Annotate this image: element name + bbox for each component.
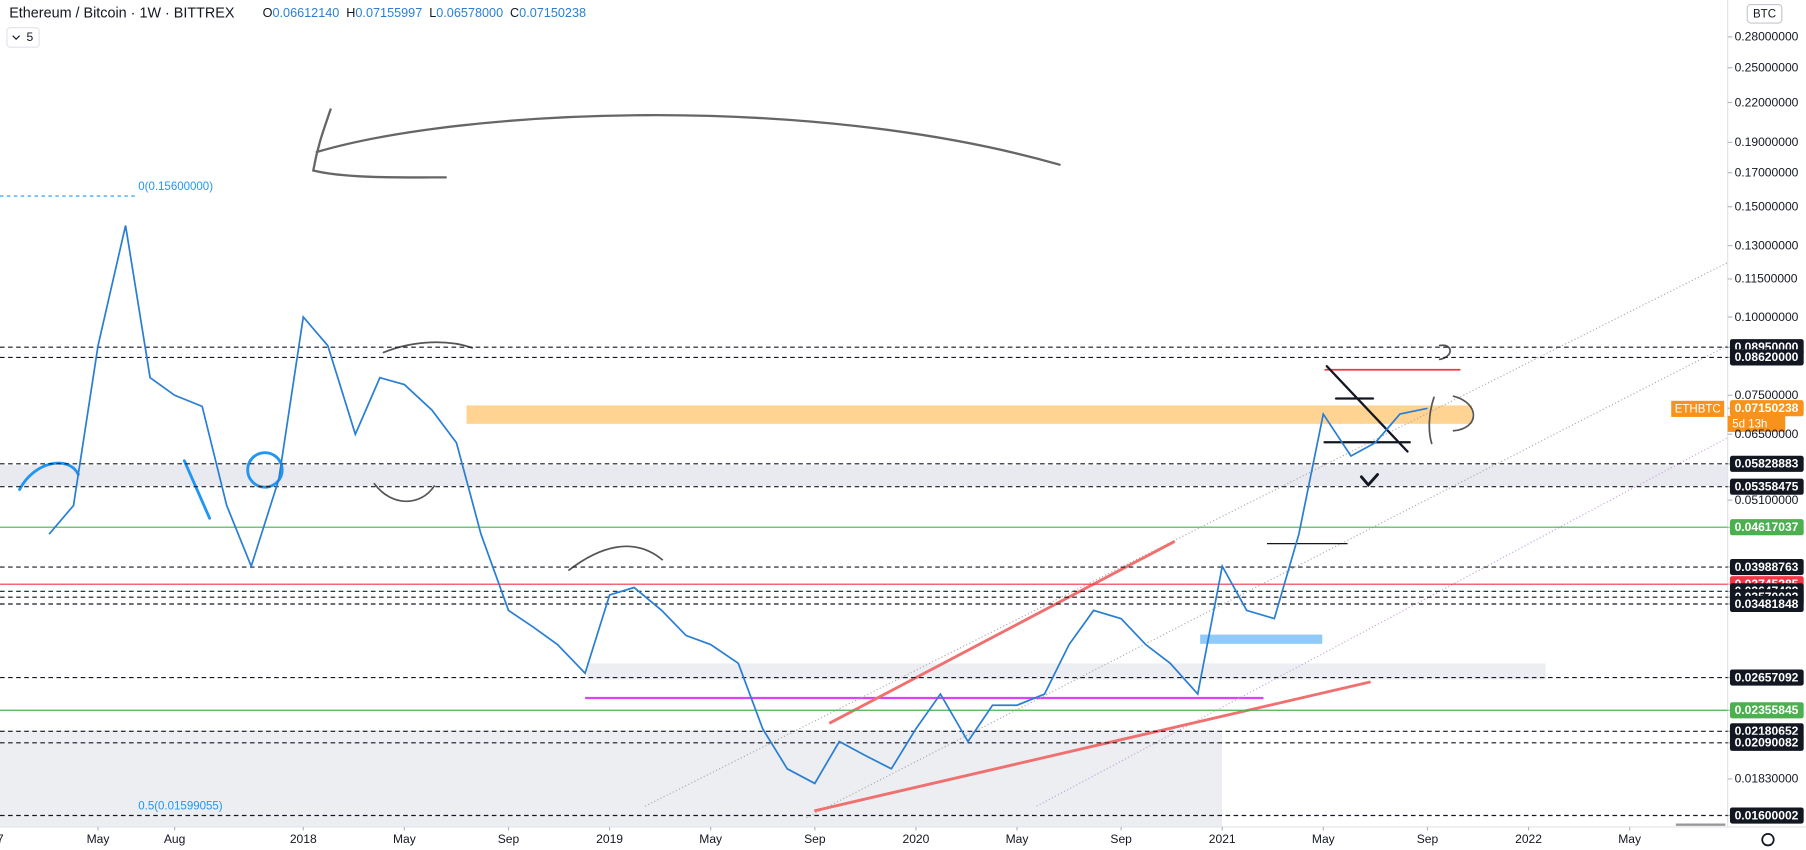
ohlc-key: H (346, 6, 355, 20)
y-tick-label: 0.02180652 (1735, 724, 1799, 738)
y-tick-label: 0.05358475 (1735, 479, 1799, 493)
y-label-box (1729, 349, 1804, 366)
x-tick-label: May (87, 832, 111, 846)
ohlc-value: 0.07155997 (355, 6, 422, 20)
y-tick-label: 0.05828883 (1735, 457, 1799, 471)
hand-arrow (311, 108, 1061, 179)
indicator-toggle[interactable] (6, 27, 40, 48)
orange-zone (466, 405, 1472, 424)
y-label-box (1729, 478, 1804, 495)
x-tick-label: May (1006, 832, 1030, 846)
y-label-box (1729, 807, 1804, 824)
currency-label: BTC (1753, 8, 1776, 20)
chevron (12, 35, 21, 40)
x-tick-label: May (1312, 832, 1336, 846)
ohlc-value: 0.06578000 (436, 6, 503, 20)
y-tick-label: 0.01830000 (1735, 772, 1799, 786)
check-mark (1359, 473, 1379, 488)
y-label-box (1729, 595, 1804, 613)
fib-label: 0(0.15600000) (138, 181, 213, 193)
y-tick-label: 0.28000000 (1735, 30, 1799, 44)
y-tick-label: 0.22000000 (1735, 95, 1799, 109)
y-label-box (1729, 519, 1804, 536)
indicator-count: 5 (27, 30, 34, 44)
y-tick-label: 0.07500000 (1735, 388, 1799, 402)
y-tick-label: 0.13000000 (1735, 238, 1799, 252)
y-tick-label: 0.19000000 (1735, 135, 1799, 149)
countdown: 5d 13h (1732, 418, 1767, 430)
ohlc: O0.06612140 H0.07155997 L0.06578000 C0.0715… (263, 6, 586, 20)
y-tick-label: 0.04617037 (1735, 520, 1799, 534)
y-tick-label: 0.02355845 (1735, 703, 1799, 717)
y-tick-label: 0.03481848 (1735, 597, 1799, 611)
ohlc-key: O (263, 6, 273, 20)
ohlc-value: 0.06612140 (272, 6, 339, 20)
price-tag-symbol: ETHBTC (1675, 403, 1721, 415)
y-tick-label: 0.02090082 (1735, 736, 1799, 750)
currency-button[interactable] (1746, 4, 1783, 24)
x-tick-label: 2021 (1209, 832, 1236, 846)
x-tick-label: Sep (1110, 832, 1132, 846)
channel-line (644, 262, 1728, 807)
hand-mark (373, 341, 1475, 571)
y-tick-label: 0.01600002 (1735, 808, 1799, 822)
y-label-box (1729, 702, 1804, 719)
channel-line (1036, 437, 1728, 807)
trend-line (828, 540, 1176, 725)
y-label-box (1729, 400, 1804, 417)
settings-icon[interactable] (1761, 833, 1775, 847)
y-tick-label: 0.03988763 (1735, 560, 1799, 574)
x-tick-label: 2018 (290, 832, 317, 846)
price-tag (1671, 400, 1725, 417)
y-tick-label: 0.11500000 (1735, 272, 1798, 286)
y-tick-label: 0.10000000 (1735, 310, 1799, 324)
y-tick-label: 0.15000000 (1735, 199, 1799, 213)
fib-label: 0.5(0.01599055) (138, 800, 223, 812)
grey-zone (587, 663, 1546, 680)
x-tick-label: Sep (498, 832, 520, 846)
symbol-title: Ethereum / Bitcoin · 1W · BITTREX (9, 6, 235, 22)
y-tick-label: 0.05100000 (1735, 493, 1799, 507)
x-tick-label: May (1618, 832, 1642, 846)
ohlc-value: 0.07150238 (519, 6, 586, 20)
y-tick-label: 0.02657092 (1735, 670, 1799, 684)
trend-line (813, 680, 1371, 813)
x-tick-label: May (699, 832, 723, 846)
blue-zone (1200, 634, 1323, 644)
x-tick-label: Sep (1417, 832, 1439, 846)
x-tick-label: 2020 (902, 832, 929, 846)
y-label-box (1729, 734, 1804, 751)
x-tick-label: 2019 (596, 832, 623, 846)
grey-zone (0, 465, 1728, 487)
y-tick-label: 0.17000000 (1735, 165, 1799, 179)
y-tick-label: 0.25000000 (1735, 61, 1799, 75)
y-tick-label: 0.06500000 (1735, 427, 1799, 441)
y-tick-label: 0.08620000 (1735, 350, 1799, 364)
ohlc-key: L (429, 6, 436, 20)
x-tick-label: 17 (0, 832, 4, 846)
x-tick-label: May (393, 832, 417, 846)
price-line (48, 225, 1428, 785)
ohlc-key: C (510, 6, 519, 20)
y-tick-label: 0.07150238 (1735, 401, 1799, 415)
countdown-tag (1727, 415, 1786, 432)
hand-circle (246, 451, 284, 489)
grey-zone (0, 730, 1223, 827)
y-label-box (1729, 455, 1804, 472)
y-label-box (1729, 558, 1804, 576)
drawing (1323, 365, 1411, 453)
x-tick-label: Sep (804, 832, 826, 846)
x-tick-label: Aug (164, 832, 186, 846)
x-tick-label: 2022 (1515, 832, 1542, 846)
y-label-box (1729, 669, 1804, 686)
